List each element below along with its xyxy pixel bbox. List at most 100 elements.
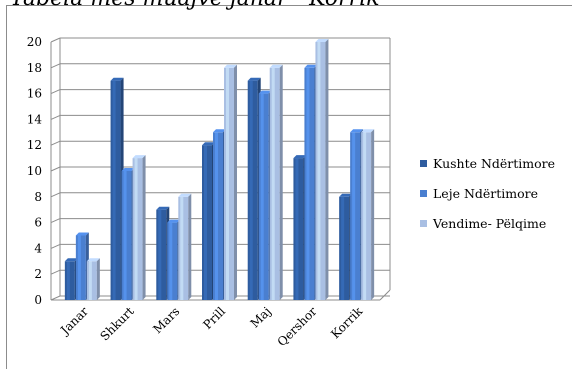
bar-highlight <box>180 196 184 300</box>
gridline-depth <box>50 243 61 249</box>
legend-item-vendime: Vendime- Pëlqime <box>420 213 555 233</box>
bar-top <box>202 142 215 146</box>
x-tick-label: Korrik <box>328 304 366 342</box>
bar-top <box>64 258 78 262</box>
y-tick-label: 12 <box>27 138 42 152</box>
y-tick-label: 6 <box>34 216 42 230</box>
legend-swatch <box>420 219 427 227</box>
bar-highlight <box>66 261 70 300</box>
bar-top <box>269 64 283 68</box>
gridline-depth <box>50 192 61 198</box>
y-tick-label: 8 <box>34 190 42 204</box>
legend-label: Vendime- Pëlqime <box>433 215 547 231</box>
bar-top <box>350 129 364 133</box>
bar-top <box>156 206 170 210</box>
gridline-depth <box>50 269 61 275</box>
gridline-depth <box>50 295 61 301</box>
x-tick-label: Mars <box>150 304 182 336</box>
gridline-depth <box>50 166 61 172</box>
bar-highlight <box>204 145 207 300</box>
bar <box>86 258 100 300</box>
legend-label: Kushte Ndërtimore <box>433 155 556 171</box>
y-tick-label: 10 <box>27 164 42 178</box>
bar-highlight <box>112 80 116 300</box>
bar-highlight <box>158 209 162 300</box>
bar-highlight <box>134 158 138 300</box>
bar-side <box>279 64 283 300</box>
bar-top <box>304 64 318 68</box>
gridline-depth <box>50 63 61 69</box>
bar-highlight <box>226 67 229 300</box>
bar-top <box>132 155 146 159</box>
bar-highlight <box>77 235 81 300</box>
x-tick-label: Shkurt <box>97 304 136 343</box>
bar-highlight <box>215 132 218 300</box>
legend-item-kushte: Kushte Ndërtimore <box>420 153 555 173</box>
bar-top <box>315 39 329 42</box>
bar-top <box>167 219 181 223</box>
bar-top <box>247 77 261 81</box>
bar-highlight <box>363 132 367 300</box>
bar-top <box>258 90 272 94</box>
chart-frame <box>6 5 572 369</box>
bar-highlight <box>295 158 299 300</box>
bar-top <box>213 129 226 133</box>
bar <box>361 129 375 300</box>
y-tick-label: 4 <box>34 241 42 255</box>
y-tick-label: 14 <box>27 112 43 126</box>
bar <box>269 64 283 300</box>
bar-highlight <box>271 67 275 300</box>
x-tick-label: Maj <box>248 304 274 330</box>
bar-top <box>121 168 135 171</box>
bar-highlight <box>260 93 264 300</box>
bar-top <box>339 193 353 197</box>
x-tick-label: Prill <box>200 304 228 332</box>
legend-item-leje: Leje Ndërtimore <box>420 183 555 203</box>
bar <box>178 193 192 300</box>
bar-highlight <box>352 132 356 300</box>
bar-highlight <box>249 80 253 300</box>
bar-top <box>86 258 100 262</box>
bar-top <box>178 193 192 197</box>
gridline-depth <box>50 89 61 95</box>
bar-top <box>110 77 124 81</box>
bar-side <box>188 193 192 300</box>
legend-swatch <box>420 159 427 167</box>
bar-side <box>371 129 375 300</box>
gridline-depth <box>50 37 61 43</box>
gridline-depth <box>50 218 61 224</box>
bar <box>224 64 237 300</box>
y-tick-label: 2 <box>34 267 42 281</box>
bar-highlight <box>88 261 92 300</box>
legend: Kushte Ndërtimore Leje Ndërtimore Vendim… <box>420 153 555 243</box>
bar-top <box>293 155 307 159</box>
gridline-depth <box>50 114 61 120</box>
legend-label: Leje Ndërtimore <box>433 185 539 201</box>
x-axis-depth <box>379 289 391 301</box>
bar <box>315 39 329 300</box>
chart-title: Tabela mes muajve janar - Korrik <box>10 0 380 11</box>
bar-top <box>361 129 375 133</box>
bar-highlight <box>306 67 310 300</box>
bar-top <box>224 64 237 68</box>
gridline-depth <box>50 140 61 146</box>
y-tick-label: 18 <box>27 61 42 75</box>
bar-side <box>142 155 146 300</box>
bar <box>132 155 146 300</box>
x-tick-label: Qershor <box>275 304 320 349</box>
bar-highlight <box>169 222 173 300</box>
legend-swatch <box>420 189 427 197</box>
bar-highlight <box>317 42 321 300</box>
bar-highlight <box>123 171 127 300</box>
bar-side <box>325 39 329 300</box>
bar-top <box>75 232 89 236</box>
y-tick-label: 16 <box>27 87 42 101</box>
y-tick-label: 20 <box>27 35 42 49</box>
y-tick-label: 0 <box>34 293 42 307</box>
x-tick-label: Janar <box>57 304 92 339</box>
bar-front <box>247 80 258 300</box>
bar-highlight <box>341 196 345 300</box>
bar-side <box>96 258 100 300</box>
